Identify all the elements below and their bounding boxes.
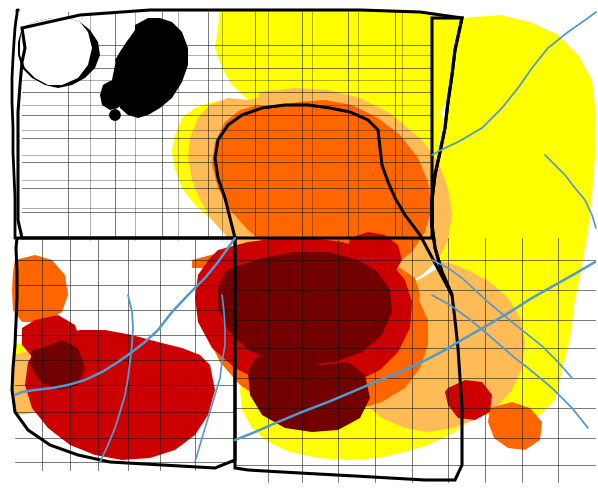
Polygon shape: [12, 10, 596, 482]
Polygon shape: [188, 92, 452, 292]
Polygon shape: [25, 298, 215, 460]
Polygon shape: [103, 93, 113, 103]
Polygon shape: [445, 380, 492, 420]
Polygon shape: [192, 248, 428, 415]
Polygon shape: [142, 24, 158, 40]
Polygon shape: [18, 18, 100, 88]
Polygon shape: [22, 315, 82, 368]
Polygon shape: [114, 84, 122, 92]
Polygon shape: [112, 18, 188, 118]
Polygon shape: [12, 338, 58, 405]
Polygon shape: [109, 109, 121, 121]
Polygon shape: [442, 305, 562, 422]
Polygon shape: [355, 265, 420, 320]
Polygon shape: [215, 10, 470, 148]
Polygon shape: [218, 252, 392, 365]
Polygon shape: [159, 32, 171, 44]
Polygon shape: [100, 78, 125, 110]
Polygon shape: [30, 340, 85, 390]
Polygon shape: [348, 232, 402, 278]
Polygon shape: [432, 15, 596, 370]
Polygon shape: [195, 238, 412, 388]
Polygon shape: [123, 67, 133, 77]
Polygon shape: [12, 348, 62, 415]
Polygon shape: [153, 50, 163, 60]
Polygon shape: [212, 100, 432, 275]
Polygon shape: [20, 18, 92, 85]
Polygon shape: [12, 255, 68, 322]
Polygon shape: [248, 355, 370, 432]
Polygon shape: [342, 260, 525, 432]
Polygon shape: [232, 88, 425, 228]
Polygon shape: [488, 402, 542, 450]
Polygon shape: [115, 35, 158, 82]
Polygon shape: [136, 62, 148, 74]
Polygon shape: [240, 265, 492, 460]
Polygon shape: [172, 100, 452, 272]
